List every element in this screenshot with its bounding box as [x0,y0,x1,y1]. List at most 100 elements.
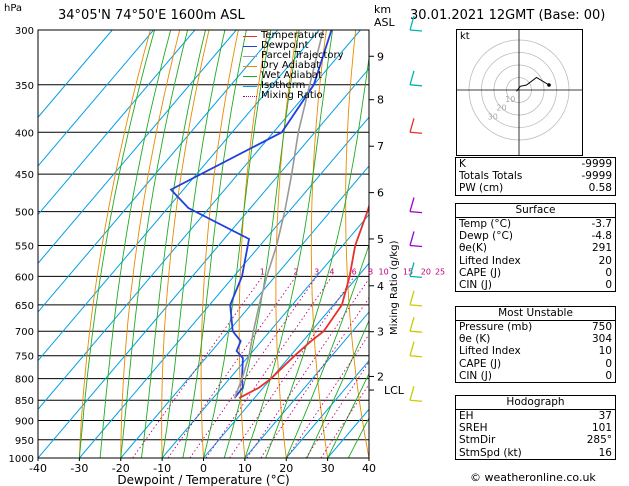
row-label: PW (cm) [459,182,504,195]
wind-barb-flag [409,29,423,32]
km-tick-label: 3 [377,326,384,339]
chart-legend: Temperature Dewpoint Parcel Trajectory Dry … [243,31,344,101]
row-label: EH [459,410,474,423]
dry-adiabat-line [620,30,629,458]
x-tick-label: 30 [321,462,335,475]
pressure-tick-label: 350 [15,81,34,92]
table-row: SREH 101 [456,422,615,434]
isotherm-line [203,262,369,458]
row-label: StmDir [459,434,496,447]
wet-adiabat-line [306,319,369,458]
isotherm-line [120,165,369,458]
wet-adiabat-line [182,30,247,458]
km-tick-label: 4 [377,280,384,293]
isotherm-line [38,67,369,458]
row-label: θe(K) [459,242,487,255]
hodograph-endpoint [547,83,551,87]
table-row: K -9999 [456,158,615,170]
wind-barb-flag [409,210,423,214]
wet-adiabat-line [265,54,369,458]
wind-barb-staff [409,262,415,277]
dry-adiabat-line [120,30,181,458]
wind-barb [409,290,423,307]
pressure-tick-label: 1000 [9,454,34,465]
wet-adiabat-line [78,30,156,458]
row-label: CIN (J) [459,279,492,292]
chart-axes: 3003504004505005506006507007508008509009… [9,26,446,486]
wind-barb-flag [409,330,423,333]
wind-barb-staff [409,386,415,401]
wind-barb-flag [409,355,423,358]
dry-adiabat-line [200,30,239,458]
legend-swatch [243,45,257,47]
pressure-tick-label: 450 [15,170,34,181]
row-value: 0 [605,266,612,279]
legend-item: Dry Adiabat [243,61,344,71]
km-tick-label: LCL [384,384,405,397]
wet-adiabat-line [120,30,189,458]
row-value: 0 [605,369,612,382]
hodograph-ring-label: 30 [488,112,498,121]
row-value: 101 [591,422,612,435]
hodograph-table-title: Hodograph [456,396,615,410]
wind-barb-flag [409,275,423,279]
mixing-ratio-label: 15 [403,267,413,276]
mixing-ratio-line [205,276,333,458]
row-label: Lifted Index [459,254,521,267]
legend-item: Temperature [243,31,344,41]
row-label: Lifted Index [459,345,521,358]
pressure-tick-label: 750 [15,352,34,363]
legend-swatch [243,65,257,67]
table-row: Totals Totals -9999 [456,170,615,182]
row-label: CIN (J) [459,369,492,382]
pressure-tick-label: 950 [15,436,34,447]
mixing-ratio-line [305,361,369,458]
row-value: 0 [605,279,612,292]
wet-adiabat-line [223,30,300,458]
row-label: Pressure (mb) [459,321,533,334]
pressure-tick-label: 400 [15,128,34,139]
km-tick-label: 6 [377,187,384,200]
mixing-ratio-label: 6 [352,267,357,276]
wind-barb-flag [409,304,423,307]
series-temperature [238,203,369,399]
row-value: 10 [598,345,612,358]
km-tick-label: 2 [377,370,384,383]
row-label: SREH [459,422,488,435]
x-tick-label: 20 [279,462,293,475]
legend-label: Temperature [261,30,325,41]
surface-title: Surface [456,204,615,218]
legend-swatch [243,85,257,87]
row-value: 16 [598,446,612,459]
wind-barb [409,70,423,87]
asl-label: ASL [374,16,395,29]
wind-barb [409,386,423,402]
table-row: θe(K) 291 [456,242,615,254]
row-label: Dewp (°C) [459,230,513,243]
table-row: Pressure (mb) 750 [456,321,615,333]
table-row: StmSpd (kt) 16 [456,447,615,459]
x-tick-label: -40 [29,462,47,475]
pressure-tick-label: 550 [15,241,34,252]
legend-swatch [243,95,257,97]
mixing-ratio-label: 3 [314,267,319,276]
table-row: θe (K) 304 [456,333,615,345]
row-value: -4.8 [591,230,613,243]
wind-barb-flag [409,399,423,402]
x-tick-label: -30 [70,462,88,475]
table-row: CIN (J) 0 [456,279,615,291]
mixing-ratio-line [229,276,355,458]
wind-barb [409,341,423,358]
surface-table: Surface Temp (°C) -3.7 Dewp (°C) -4.8 θe(K) 2… [455,203,616,293]
row-value: 20 [598,254,612,267]
mixing-ratio-label: 2 [293,267,298,276]
isotherm-line [79,116,369,458]
wind-barb-staff [409,290,415,306]
wet-adiabat-line [161,30,226,458]
dry-adiabat-line [345,30,369,458]
wind-barb-flag [409,84,423,87]
km-tick-label: 7 [377,140,384,153]
wind-barbs [409,15,423,402]
row-value: 750 [591,321,612,334]
